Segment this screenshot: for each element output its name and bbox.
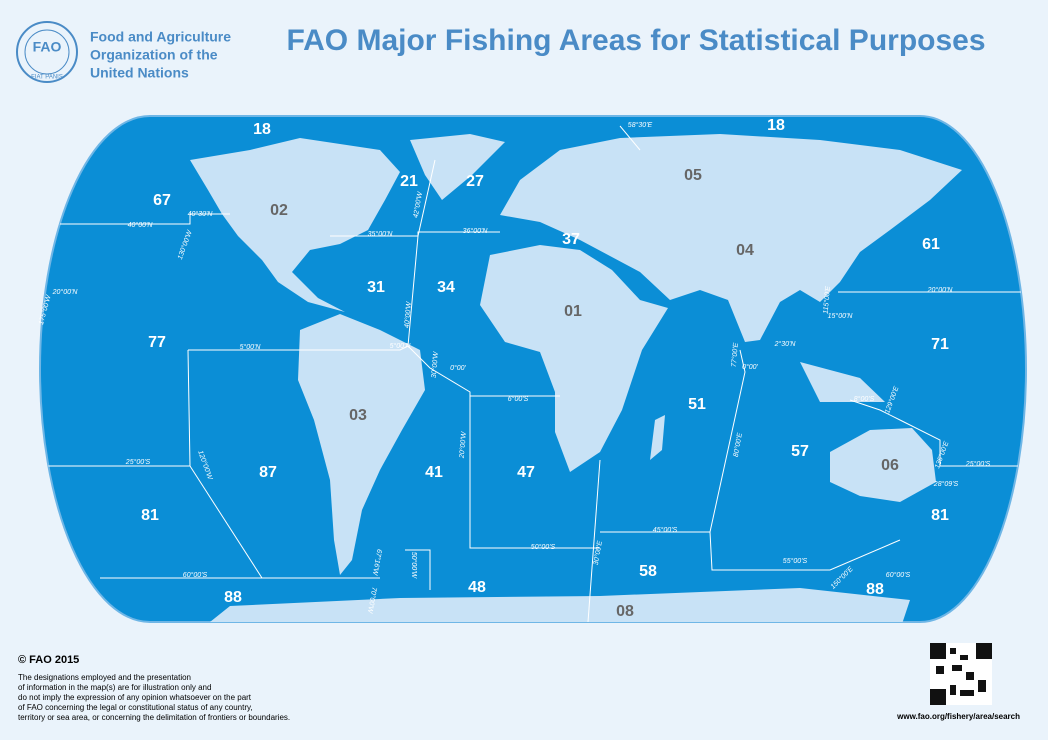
coordinate-label: 58°30'E	[628, 121, 653, 129]
area-label: 51	[688, 396, 706, 413]
coordinate-label: 50°00'S	[531, 543, 556, 551]
coordinate-label: 40°00'N	[128, 221, 154, 229]
area-label: 47	[517, 464, 535, 481]
area-label: 81	[931, 507, 949, 524]
boundaries	[40, 125, 1026, 622]
coordinate-label: 36°00'N	[463, 227, 489, 235]
coordinate-label: 5°00'N	[390, 342, 412, 350]
area-label: 41	[425, 464, 443, 481]
area-label: 87	[259, 464, 277, 481]
org-name: Food and Agriculture	[90, 29, 231, 45]
area-label: 37	[562, 231, 580, 248]
logo-text: FAO	[33, 39, 62, 55]
area-label: 01	[564, 303, 582, 320]
area-label: 21	[400, 173, 418, 190]
area-label: 61	[922, 236, 940, 253]
disclaimer-line: territory or sea area, or concerning the…	[18, 713, 290, 722]
coordinate-label: 45°00'S	[653, 526, 678, 534]
area-label: 18	[767, 117, 785, 134]
area-label: 02	[270, 202, 288, 219]
disclaimer: The designations employed and the presen…	[18, 673, 290, 722]
coordinate-label: 8°00'S	[854, 395, 875, 403]
url: www.fao.org/fishery/area/search	[896, 712, 1020, 721]
coordinate-label: 60°00'S	[183, 571, 208, 579]
coordinate-label: 50°00'W	[410, 552, 418, 580]
coordinate-label: 25°00'S	[965, 460, 991, 468]
coordinate-label: 15°00'N	[828, 312, 854, 320]
coordinate-label: 35°00'N	[368, 230, 394, 238]
area-label: 04	[736, 242, 754, 259]
map: 18 18 67 02 21 27 05 37 04 61 31 34 01 77 71 03 51 57 06 87…	[37, 115, 1027, 623]
area-label: 05	[684, 167, 702, 184]
coordinate-label: 77°00'E	[730, 342, 740, 367]
coordinate-label: 0°00'	[450, 364, 466, 372]
area-label: 34	[437, 279, 455, 296]
area-label: 77	[148, 334, 166, 351]
logo-motto: FIAT PANIS	[31, 75, 63, 81]
land	[190, 134, 962, 622]
coordinate-label: 2°30'N	[774, 340, 797, 348]
area-label: 18	[253, 121, 271, 138]
coordinate-label: 60°00'S	[886, 571, 911, 579]
coordinate-label: 20°00'N	[52, 288, 79, 296]
area-label: 48	[468, 579, 486, 596]
org-name: Organization of the	[90, 47, 218, 63]
area-label: 06	[881, 457, 899, 474]
disclaimer-line: of FAO concerning the legal or constitut…	[18, 703, 253, 712]
area-label: 71	[931, 336, 949, 353]
area-label: 08	[616, 603, 634, 620]
coordinate-label: 20°00'W	[458, 430, 468, 459]
coordinate-label: 28°09'S	[933, 480, 959, 488]
area-label: 81	[141, 507, 159, 524]
area-label: 27	[466, 173, 484, 190]
coordinate-label: 115°00'E	[822, 285, 832, 314]
area-label: 31	[367, 279, 385, 296]
title: FAO Major Fishing Areas for Statistical …	[286, 24, 985, 57]
coordinate-label: 40°30'N	[188, 210, 214, 218]
area-label: 03	[349, 407, 367, 424]
coordinate-label: 6°00'S	[508, 395, 529, 403]
disclaimer-line: of information in the map(s) are for ill…	[18, 683, 211, 692]
coordinate-label: 55°00'S	[783, 557, 808, 565]
logo: FAO FIAT PANIS	[16, 21, 78, 83]
coordinate-label: 30°00'W	[430, 350, 440, 378]
area-label: 67	[153, 192, 171, 209]
area-label: 58	[639, 563, 657, 580]
copyright: © FAO 2015	[18, 654, 79, 666]
area-label: 57	[791, 443, 809, 460]
coordinate-label: 40°00'W	[403, 300, 413, 328]
area-label: 88	[866, 581, 884, 598]
disclaimer-line: The designations employed and the presen…	[18, 673, 191, 682]
org-name: United Nations	[90, 65, 189, 81]
coordinate-label: 25°00'S	[125, 458, 151, 466]
area-label: 88	[224, 589, 242, 606]
coordinate-label: 0°00'	[742, 363, 758, 371]
coordinate-label: 5°00'N	[240, 343, 262, 351]
coordinate-label: 20°00'N	[927, 286, 954, 294]
disclaimer-line: do not imply the expression of any opini…	[18, 693, 252, 702]
qr-code	[930, 643, 992, 705]
